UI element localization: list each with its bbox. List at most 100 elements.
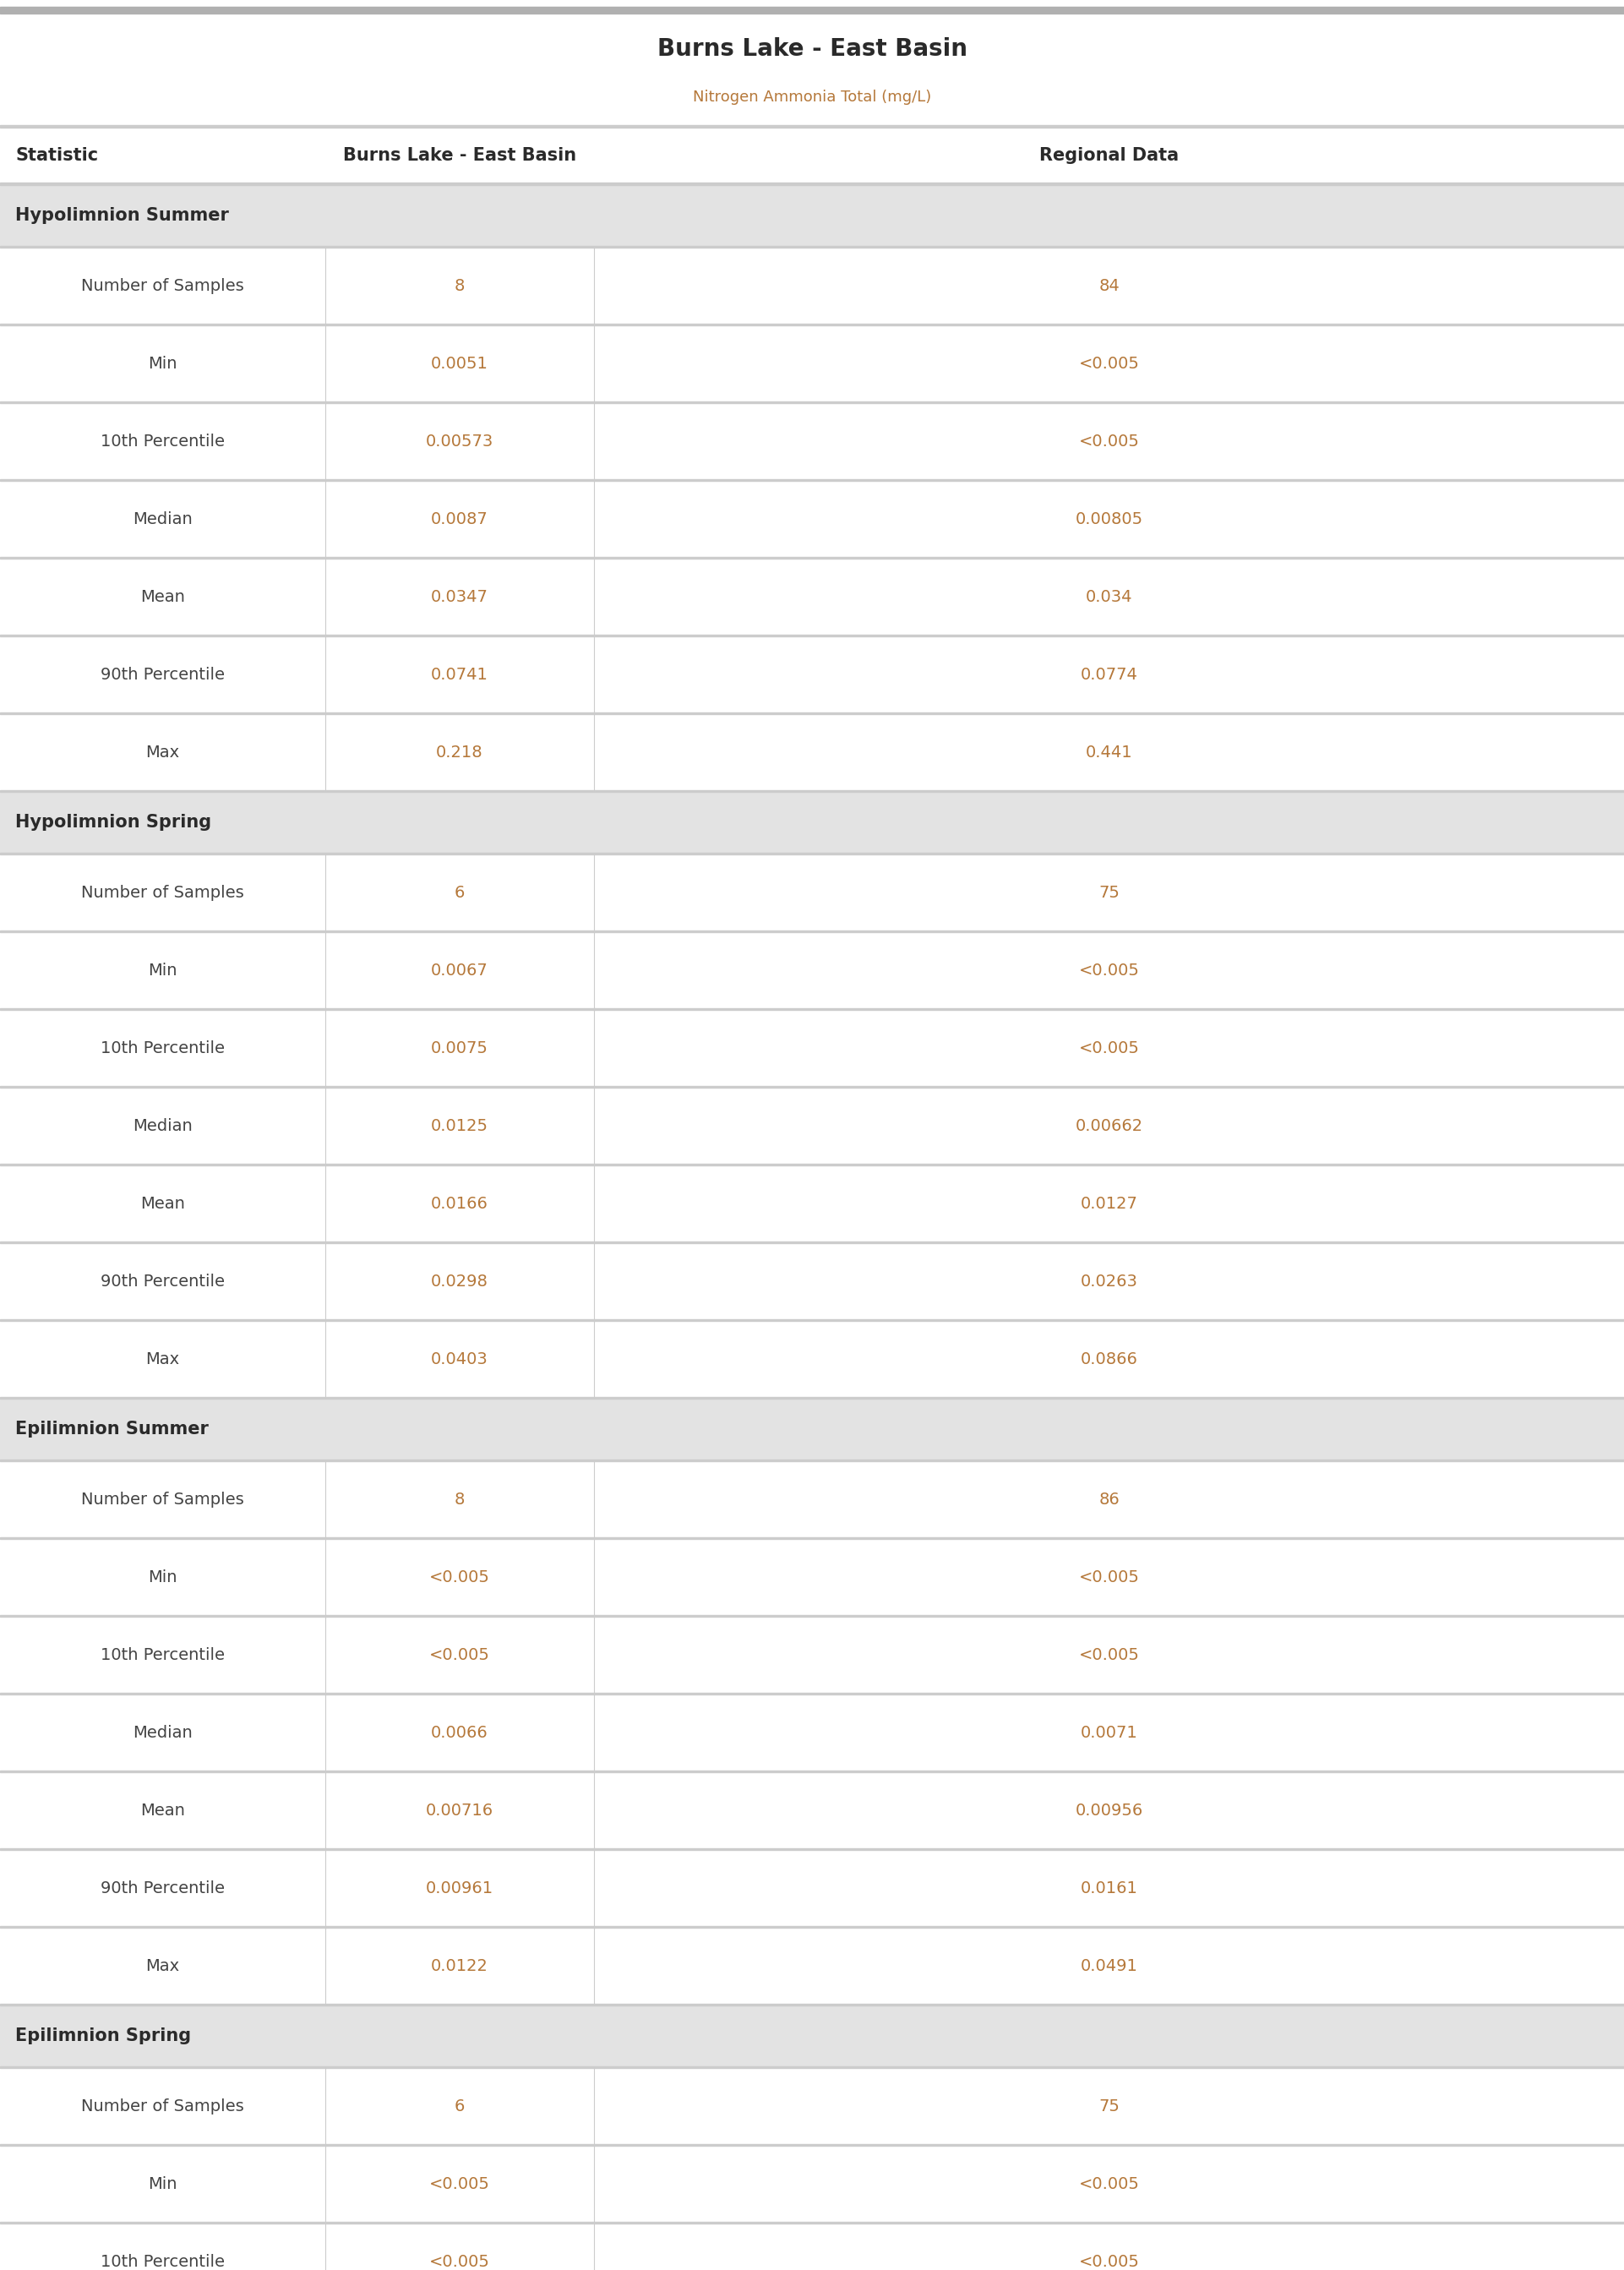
Text: 90th Percentile: 90th Percentile: [101, 1273, 224, 1289]
Bar: [0, 1321, 1624, 1396]
Text: Burns Lake - East Basin: Burns Lake - East Basin: [343, 148, 577, 163]
Text: 0.0347: 0.0347: [430, 588, 489, 604]
Text: 0.0127: 0.0127: [1080, 1196, 1138, 1212]
Text: 0.0161: 0.0161: [1080, 1880, 1138, 1895]
Bar: [0, 2068, 1624, 2145]
Bar: [0, 1398, 1624, 1460]
Text: Hypolimnion Spring: Hypolimnion Spring: [15, 815, 211, 831]
Bar: [0, 1087, 1624, 1165]
Text: 0.0866: 0.0866: [1080, 1351, 1138, 1367]
Text: 0.0075: 0.0075: [430, 1040, 489, 1056]
Bar: [0, 481, 1624, 556]
Text: 0.0491: 0.0491: [1080, 1957, 1138, 1975]
Text: 0.0087: 0.0087: [430, 511, 489, 527]
Text: 0.0263: 0.0263: [1080, 1273, 1138, 1289]
Text: <0.005: <0.005: [1078, 1646, 1140, 1664]
Text: 0.0122: 0.0122: [430, 1957, 489, 1975]
Text: 0.218: 0.218: [437, 745, 484, 760]
Text: Burns Lake - East Basin: Burns Lake - East Basin: [658, 36, 966, 61]
Text: <0.005: <0.005: [1078, 356, 1140, 372]
Text: <0.005: <0.005: [1078, 2254, 1140, 2270]
Text: 0.441: 0.441: [1085, 745, 1132, 760]
Text: Hypolimnion Summer: Hypolimnion Summer: [15, 207, 229, 225]
Bar: [0, 7, 1624, 14]
Bar: [0, 2225, 1624, 2270]
Text: 10th Percentile: 10th Percentile: [101, 434, 224, 449]
Text: 0.0298: 0.0298: [430, 1273, 489, 1289]
Text: Mean: Mean: [140, 1802, 185, 1818]
Bar: [0, 1850, 1624, 1925]
Text: 0.00956: 0.00956: [1075, 1802, 1143, 1818]
Text: 6: 6: [455, 885, 464, 901]
Bar: [0, 1927, 1624, 2004]
Bar: [0, 792, 1624, 854]
Bar: [0, 636, 1624, 713]
Text: <0.005: <0.005: [1078, 962, 1140, 978]
Text: Number of Samples: Number of Samples: [81, 885, 244, 901]
Bar: [0, 715, 1624, 790]
Text: Regional Data: Regional Data: [1039, 148, 1179, 163]
Text: 0.0403: 0.0403: [430, 1351, 489, 1367]
Text: 6: 6: [455, 2097, 464, 2113]
Text: 10th Percentile: 10th Percentile: [101, 1040, 224, 1056]
Bar: [0, 1773, 1624, 1848]
Text: Max: Max: [146, 1351, 180, 1367]
Text: 0.0741: 0.0741: [430, 667, 489, 683]
Bar: [0, 247, 1624, 325]
Text: Min: Min: [148, 356, 177, 372]
Bar: [0, 125, 1624, 127]
Text: Number of Samples: Number of Samples: [81, 2097, 244, 2113]
Text: <0.005: <0.005: [1078, 1569, 1140, 1584]
Bar: [0, 2004, 1624, 2066]
Bar: [0, 1244, 1624, 1319]
Text: 75: 75: [1098, 2097, 1119, 2113]
Text: 0.00716: 0.00716: [425, 1802, 494, 1818]
Text: 84: 84: [1098, 277, 1119, 293]
Text: 0.0051: 0.0051: [430, 356, 489, 372]
Text: 90th Percentile: 90th Percentile: [101, 1880, 224, 1895]
Text: 0.0067: 0.0067: [430, 962, 489, 978]
Text: 0.0166: 0.0166: [430, 1196, 489, 1212]
Text: Number of Samples: Number of Samples: [81, 277, 244, 293]
Text: <0.005: <0.005: [429, 2254, 490, 2270]
Text: Epilimnion Summer: Epilimnion Summer: [15, 1421, 208, 1437]
Bar: [0, 933, 1624, 1008]
Text: Median: Median: [133, 1725, 193, 1741]
Text: 90th Percentile: 90th Percentile: [101, 667, 224, 683]
Text: 0.00961: 0.00961: [425, 1880, 494, 1895]
Bar: [0, 558, 1624, 636]
Text: <0.005: <0.005: [429, 1646, 490, 1664]
Text: 0.0066: 0.0066: [430, 1725, 489, 1741]
Bar: [0, 1165, 1624, 1242]
Text: 75: 75: [1098, 885, 1119, 901]
Text: Min: Min: [148, 962, 177, 978]
Bar: [0, 182, 1624, 186]
Bar: [0, 1462, 1624, 1537]
Text: Epilimnion Spring: Epilimnion Spring: [15, 2027, 192, 2045]
Text: Median: Median: [133, 511, 193, 527]
Text: 86: 86: [1098, 1491, 1119, 1507]
Bar: [0, 1539, 1624, 1614]
Text: Statistic: Statistic: [15, 148, 97, 163]
Bar: [0, 1693, 1624, 1771]
Bar: [0, 404, 1624, 479]
Text: <0.005: <0.005: [1078, 1040, 1140, 1056]
Text: Min: Min: [148, 1569, 177, 1584]
Text: Mean: Mean: [140, 588, 185, 604]
Text: 0.0774: 0.0774: [1080, 667, 1138, 683]
Text: <0.005: <0.005: [429, 2175, 490, 2193]
Text: Mean: Mean: [140, 1196, 185, 1212]
Text: 0.00805: 0.00805: [1075, 511, 1143, 527]
Text: <0.005: <0.005: [1078, 434, 1140, 449]
Bar: [0, 1010, 1624, 1085]
Bar: [0, 1616, 1624, 1693]
Text: 8: 8: [455, 277, 464, 293]
Text: Min: Min: [148, 2175, 177, 2193]
Text: 0.00573: 0.00573: [425, 434, 494, 449]
Text: Max: Max: [146, 1957, 180, 1975]
Text: Nitrogen Ammonia Total (mg/L): Nitrogen Ammonia Total (mg/L): [693, 91, 931, 104]
Text: <0.005: <0.005: [429, 1569, 490, 1584]
Text: Max: Max: [146, 745, 180, 760]
Text: <0.005: <0.005: [1078, 2175, 1140, 2193]
Text: Number of Samples: Number of Samples: [81, 1491, 244, 1507]
